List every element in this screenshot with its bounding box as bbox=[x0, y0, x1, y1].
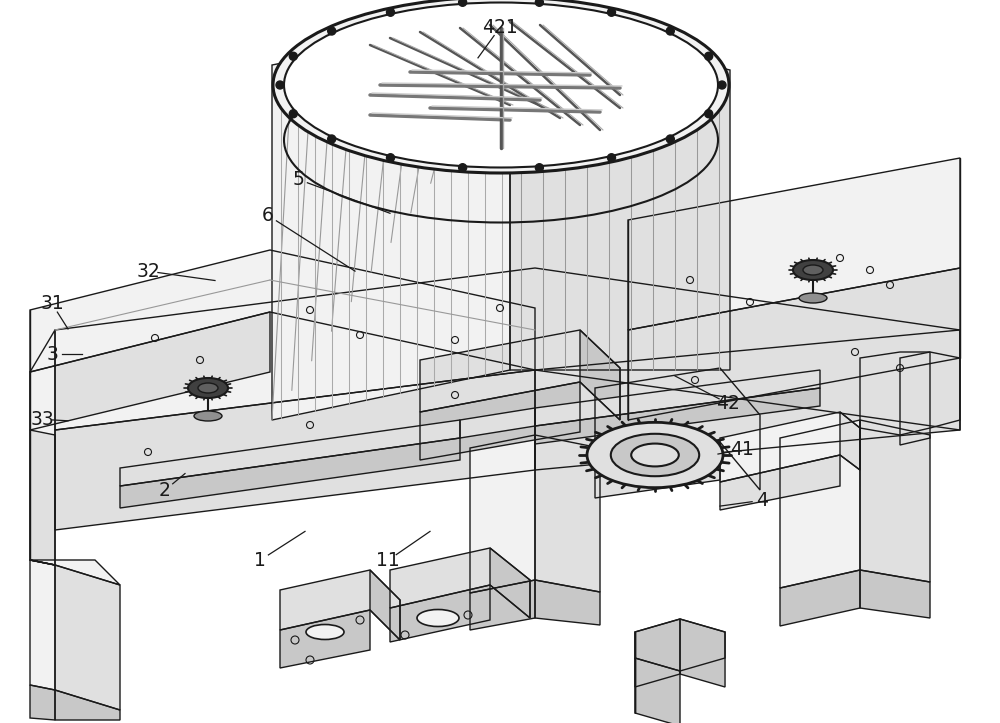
Circle shape bbox=[535, 163, 543, 172]
Polygon shape bbox=[30, 250, 535, 372]
Polygon shape bbox=[420, 330, 620, 420]
Text: 3: 3 bbox=[46, 345, 58, 364]
Ellipse shape bbox=[188, 378, 228, 398]
Text: 421: 421 bbox=[482, 18, 518, 37]
Text: 11: 11 bbox=[376, 551, 400, 570]
Polygon shape bbox=[490, 548, 530, 618]
Text: 32: 32 bbox=[136, 262, 160, 281]
Ellipse shape bbox=[793, 260, 833, 280]
Text: 31: 31 bbox=[40, 294, 64, 313]
Ellipse shape bbox=[587, 422, 723, 487]
Polygon shape bbox=[30, 312, 270, 430]
Polygon shape bbox=[720, 412, 860, 482]
Polygon shape bbox=[460, 408, 535, 438]
Circle shape bbox=[387, 8, 395, 16]
Polygon shape bbox=[628, 158, 960, 330]
Ellipse shape bbox=[631, 444, 679, 466]
Ellipse shape bbox=[417, 609, 459, 627]
Polygon shape bbox=[535, 370, 820, 426]
Polygon shape bbox=[30, 430, 55, 565]
Circle shape bbox=[607, 154, 615, 162]
Polygon shape bbox=[55, 690, 120, 720]
Polygon shape bbox=[390, 548, 530, 618]
Polygon shape bbox=[470, 435, 535, 593]
Text: 42: 42 bbox=[716, 394, 740, 413]
Polygon shape bbox=[30, 685, 55, 720]
Polygon shape bbox=[720, 455, 840, 510]
Ellipse shape bbox=[284, 2, 718, 168]
Polygon shape bbox=[510, 18, 730, 370]
Circle shape bbox=[666, 135, 674, 143]
Ellipse shape bbox=[803, 265, 823, 275]
Text: 2: 2 bbox=[159, 481, 171, 500]
Circle shape bbox=[276, 81, 284, 89]
Circle shape bbox=[718, 81, 726, 89]
Circle shape bbox=[459, 0, 467, 7]
Polygon shape bbox=[30, 330, 55, 565]
Polygon shape bbox=[628, 268, 960, 420]
Circle shape bbox=[459, 163, 467, 172]
Polygon shape bbox=[860, 352, 960, 435]
Polygon shape bbox=[370, 570, 400, 640]
Text: 1: 1 bbox=[254, 551, 266, 570]
Ellipse shape bbox=[306, 625, 344, 640]
Polygon shape bbox=[535, 388, 820, 444]
Polygon shape bbox=[780, 570, 860, 626]
Polygon shape bbox=[535, 330, 960, 470]
Ellipse shape bbox=[198, 383, 218, 393]
Polygon shape bbox=[55, 268, 960, 430]
Polygon shape bbox=[280, 570, 400, 640]
Polygon shape bbox=[635, 658, 680, 723]
Polygon shape bbox=[780, 420, 860, 588]
Polygon shape bbox=[390, 585, 490, 642]
Circle shape bbox=[328, 135, 336, 143]
Ellipse shape bbox=[799, 293, 827, 303]
Polygon shape bbox=[420, 382, 580, 460]
Polygon shape bbox=[30, 560, 55, 690]
Circle shape bbox=[289, 110, 297, 118]
Polygon shape bbox=[55, 565, 120, 710]
Polygon shape bbox=[535, 580, 600, 625]
Polygon shape bbox=[840, 412, 860, 470]
Ellipse shape bbox=[194, 411, 222, 421]
Ellipse shape bbox=[611, 434, 699, 476]
Polygon shape bbox=[860, 570, 930, 618]
Circle shape bbox=[705, 52, 713, 60]
Polygon shape bbox=[535, 435, 600, 592]
Circle shape bbox=[666, 27, 674, 35]
Polygon shape bbox=[470, 580, 535, 630]
Polygon shape bbox=[55, 370, 535, 530]
Text: 5: 5 bbox=[292, 170, 304, 189]
Polygon shape bbox=[635, 619, 725, 671]
Polygon shape bbox=[860, 420, 930, 582]
Polygon shape bbox=[635, 619, 680, 687]
Circle shape bbox=[705, 110, 713, 118]
Circle shape bbox=[289, 52, 297, 60]
Text: 33: 33 bbox=[30, 410, 54, 429]
Circle shape bbox=[608, 8, 616, 16]
Polygon shape bbox=[595, 442, 720, 498]
Circle shape bbox=[328, 27, 336, 35]
Polygon shape bbox=[280, 610, 370, 668]
Polygon shape bbox=[580, 330, 620, 420]
Polygon shape bbox=[900, 352, 930, 445]
Polygon shape bbox=[120, 420, 460, 486]
Ellipse shape bbox=[273, 0, 729, 173]
Text: 6: 6 bbox=[262, 206, 274, 225]
Polygon shape bbox=[30, 560, 120, 585]
Polygon shape bbox=[680, 619, 725, 687]
Circle shape bbox=[386, 154, 394, 162]
Polygon shape bbox=[272, 18, 510, 420]
Text: 41: 41 bbox=[730, 440, 754, 459]
Text: 4: 4 bbox=[756, 491, 768, 510]
Circle shape bbox=[535, 0, 543, 7]
Polygon shape bbox=[120, 438, 460, 508]
